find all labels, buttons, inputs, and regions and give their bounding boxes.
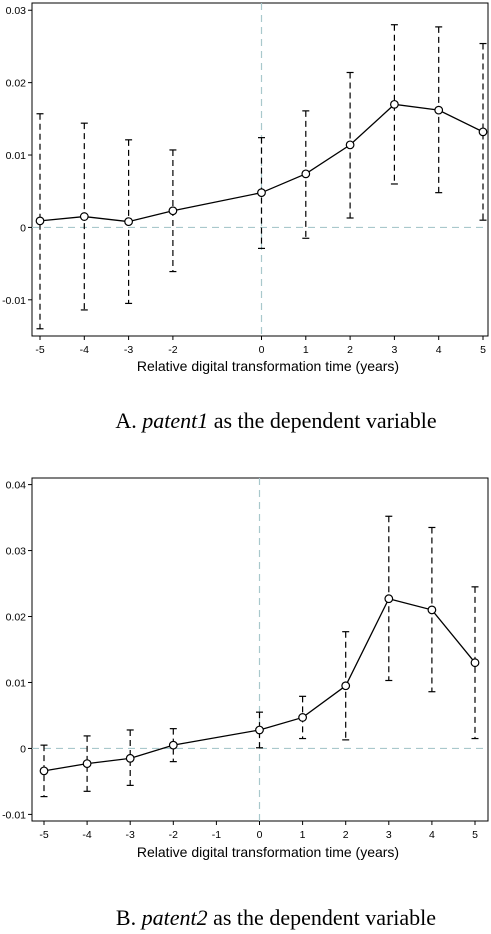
y-tick-label: 0.01 [6,150,27,162]
coefficient-point [298,713,308,722]
plot-frame [31,2,489,337]
x-tick-label: -3 [124,344,133,356]
coefficient-point [384,594,394,604]
coefficient-point [82,759,92,769]
x-tick-label: 0 [259,344,265,356]
coefficient-point [390,99,399,109]
x-tick-label: -4 [80,344,89,356]
y-tick-label: 0 [20,222,26,234]
x-tick-label: -5 [39,829,48,841]
panel-b-chart: -0.01 0 0.01 0.02 0.03 0.04 -5 -4 -3 -2 -1 0 1 2 3 4 5 Re… [2,477,489,860]
x-tick-label: -3 [126,829,135,841]
y-tick-label: 0 [20,743,26,755]
coefficient-point [341,681,351,691]
x-axis-label: Relative digital transformation time (ye… [137,358,399,374]
x-tick-label: -5 [35,344,44,356]
y-tick-label: 0.01 [6,677,27,689]
coefficient-point [345,140,355,150]
coefficient-point [427,605,437,615]
x-tick-label: 2 [347,344,353,356]
x-tick-label: -2 [168,344,177,356]
panel-a-caption: A. patent1 as the dependent variable [115,408,436,433]
y-tick-label: 0.04 [6,480,27,492]
y-tick-label: -0.01 [2,809,26,821]
coefficient-point [255,725,264,735]
y-tick-label: 0.03 [6,546,27,558]
coefficient-point [35,216,45,226]
coefficient-point [257,188,266,198]
y-tick-label: 0.02 [6,612,27,624]
coefficient-point [434,105,444,115]
coefficient-point [168,206,178,216]
coefficient-line [43,597,476,772]
x-tick-label: -4 [82,829,91,841]
coefficient-point [301,169,311,179]
x-tick-label: -1 [212,829,221,841]
y-tick-label: 0.03 [6,5,27,17]
x-tick-label: 3 [386,829,392,841]
coefficient-line [39,103,484,223]
coefficient-point [470,658,480,668]
panel-a-chart: -0.01 0 0.01 0.02 0.03 -5 -4 -3 -2 0 1 2 3 4 5 Relative… [2,2,489,374]
coefficient-point [478,127,488,137]
x-tick-label: 1 [303,344,309,356]
x-tick-label: 0 [257,829,263,841]
x-tick-label: 4 [436,344,442,356]
x-tick-label: 4 [429,829,435,841]
y-tick-label: 0.02 [6,78,27,90]
coefficient-point [168,740,178,750]
panel-b-caption: B. patent2 as the dependent variable [116,905,436,930]
x-tick-label: 2 [343,829,349,841]
coefficient-point [125,753,135,763]
x-tick-label: -2 [169,829,178,841]
x-tick-label: 1 [300,829,306,841]
coefficient-point [124,217,134,227]
x-tick-label: 5 [480,344,486,356]
x-tick-label: 5 [472,829,478,841]
coefficient-point [79,212,89,221]
x-tick-label: 3 [391,344,397,356]
y-tick-label: -0.01 [2,295,26,307]
coefficient-point [39,766,49,776]
x-axis-label: Relative digital transformation time (ye… [137,844,399,860]
